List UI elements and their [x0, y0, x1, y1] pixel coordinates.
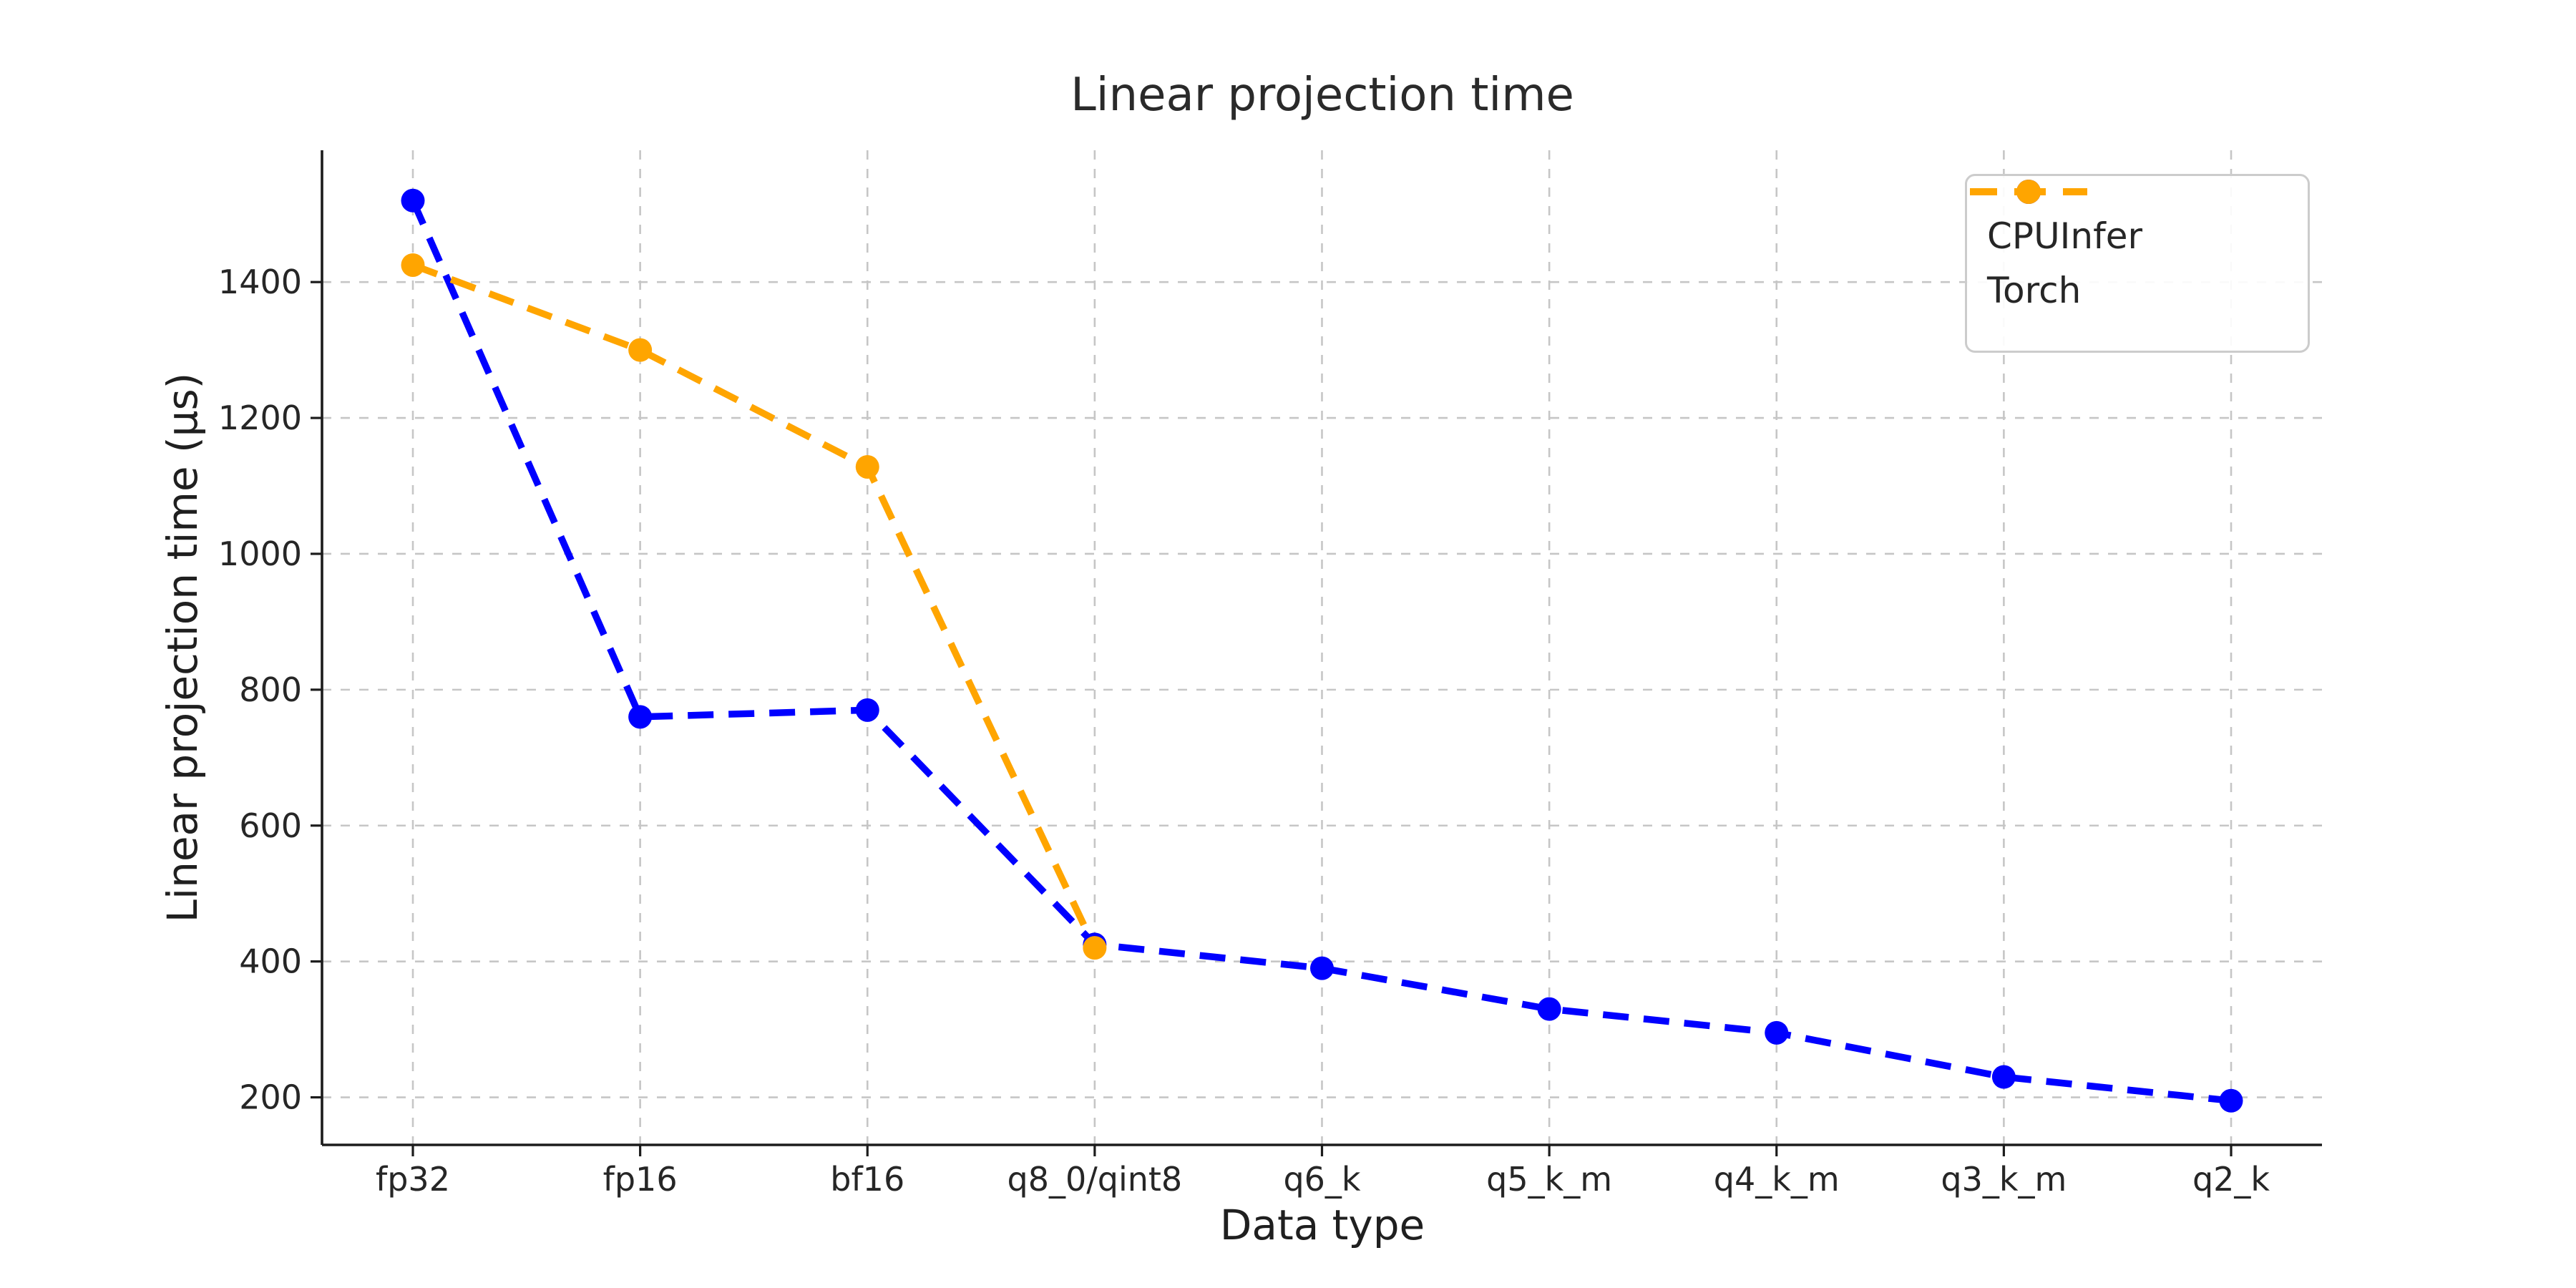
- y-tick-label: 200: [239, 1078, 302, 1117]
- data-point-torch: [855, 454, 879, 479]
- x-tick-label: q5_k_m: [1486, 1160, 1612, 1199]
- legend-line-sample-icon: [1970, 180, 2087, 204]
- legend-item-cpuinfer: CPUInfer: [1970, 180, 2308, 257]
- data-point-cpuinfer: [1991, 1065, 2016, 1089]
- data-point-torch: [1083, 936, 1107, 960]
- y-tick-label: 600: [239, 806, 302, 845]
- data-point-cpuinfer: [1537, 997, 1561, 1021]
- data-point-torch: [628, 338, 653, 362]
- data-point-cpuinfer: [1765, 1020, 1789, 1045]
- y-tick-label: 800: [239, 670, 302, 709]
- y-tick-label: 400: [239, 942, 302, 981]
- legend-item-torch: Torch: [1970, 180, 2308, 311]
- data-point-cpuinfer: [401, 188, 425, 213]
- y-tick-label: 1400: [218, 263, 302, 301]
- y-tick-label: 1000: [218, 535, 302, 573]
- data-point-cpuinfer: [628, 705, 653, 729]
- legend-label: CPUInfer: [1987, 215, 2143, 257]
- chart-title: Linear projection time: [1070, 69, 1574, 122]
- legend-label: Torch: [1987, 270, 2082, 311]
- x-axis-title: Data type: [1219, 1201, 1425, 1249]
- x-tick-label: bf16: [830, 1160, 904, 1199]
- x-tick-label: q3_k_m: [1941, 1160, 2067, 1199]
- x-tick-label: q8_0/qint8: [1008, 1160, 1183, 1199]
- x-tick-label: fp16: [603, 1160, 678, 1199]
- legend: CPUInfer Torch: [1965, 174, 2310, 353]
- series-line-torch: [411, 262, 1098, 950]
- x-tick-label: q4_k_m: [1714, 1160, 1840, 1199]
- x-tick-label: fp32: [376, 1160, 450, 1199]
- data-point-torch: [401, 253, 425, 277]
- data-point-cpuinfer: [1310, 956, 1334, 980]
- y-tick-label: 1200: [218, 399, 302, 437]
- y-axis-title: Linear projection time (μs): [158, 372, 207, 923]
- x-tick-label: q2_k: [2192, 1160, 2270, 1199]
- data-point-cpuinfer: [855, 698, 879, 722]
- x-tick-label: q6_k: [1283, 1160, 1360, 1199]
- data-point-cpuinfer: [2219, 1088, 2243, 1113]
